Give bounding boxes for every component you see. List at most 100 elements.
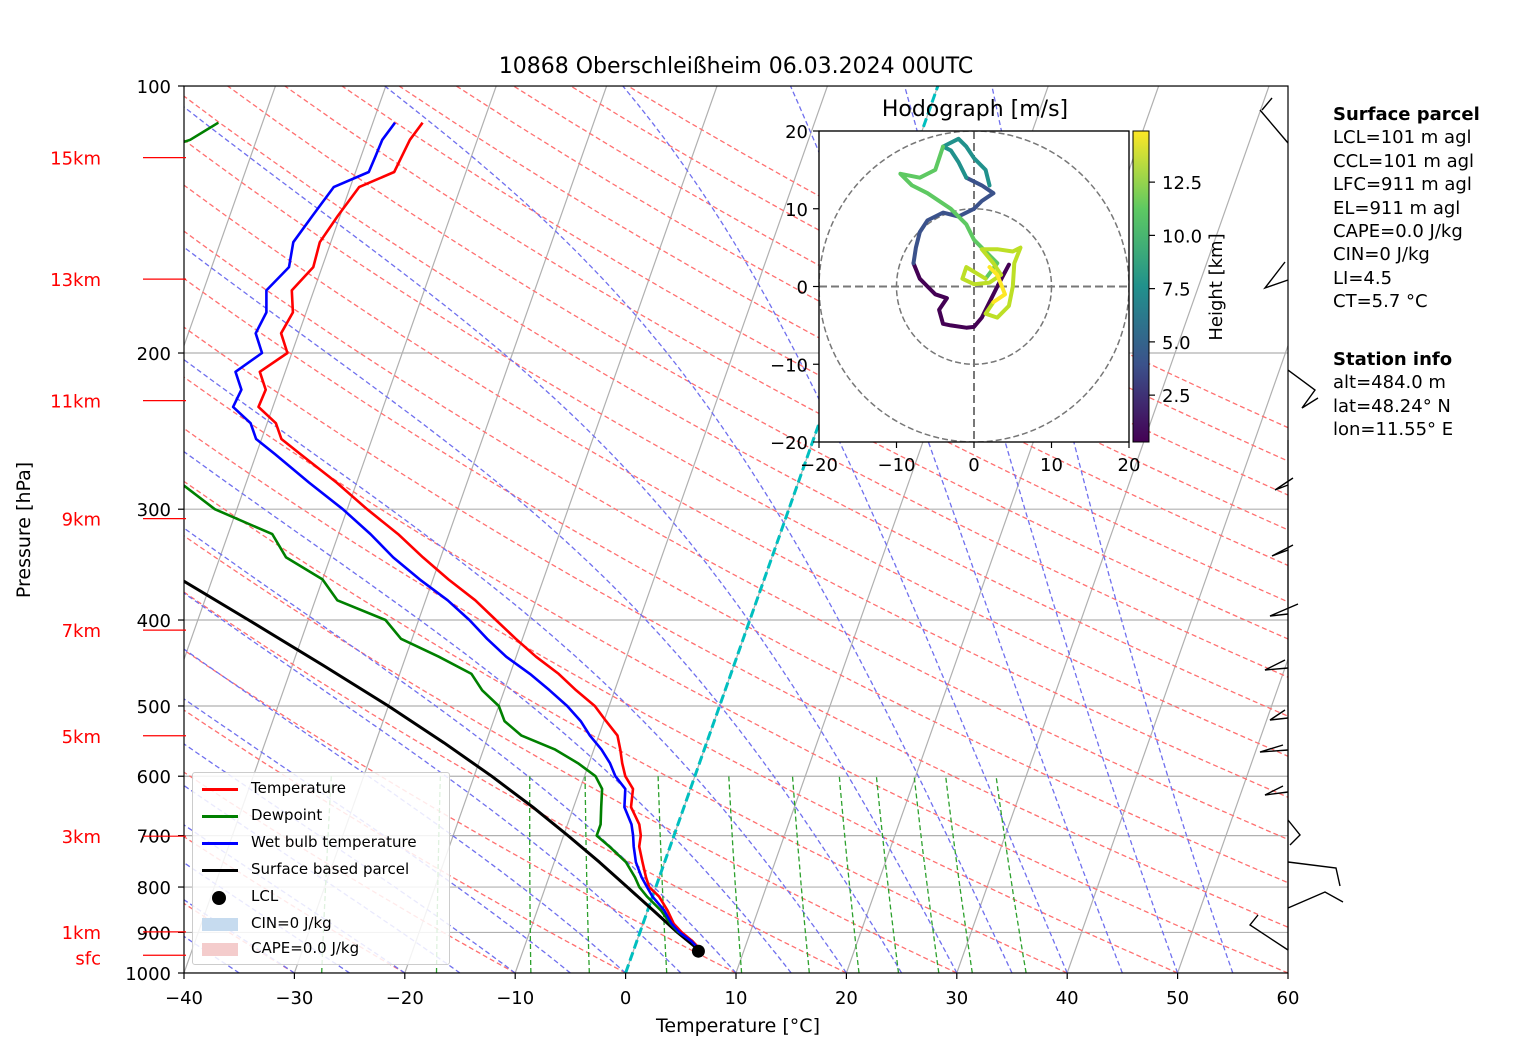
station-info-header: Station info <box>1333 348 1453 371</box>
colorbar-tick-label: 10.0 <box>1162 226 1202 247</box>
legend-label-dewpoint: Dewpoint <box>251 806 322 824</box>
legend-item-wetbulb: Wet bulb temperature <box>193 831 449 857</box>
x-tick-label: 20 <box>835 988 858 1009</box>
colorbar-ticks: 12.5 10.0 7.5 5.0 2.5 <box>1149 173 1202 407</box>
legend: Temperature Dewpoint Wet bulb temperatur… <box>192 772 450 965</box>
legend-marker-lcl <box>212 891 226 905</box>
hodograph-x-tick-label: −20 <box>800 455 838 476</box>
mixing-ratio-line <box>914 776 939 973</box>
legend-label-wetbulb: Wet bulb temperature <box>251 833 417 851</box>
colorbar-label: Height [km] <box>1206 233 1227 340</box>
colorbar-tick-label: 12.5 <box>1162 173 1202 194</box>
height-label: 9km <box>62 510 101 531</box>
y-tick-label: 1000 <box>125 964 171 985</box>
x-tick-label: 40 <box>1056 988 1079 1009</box>
hodograph-title: Hodograph [m/s] <box>882 97 1068 122</box>
legend-item-parcel: Surface based parcel <box>193 858 449 884</box>
wind-barb <box>1265 262 1288 288</box>
colorbar-tick-label: 7.5 <box>1162 280 1191 301</box>
wind-barb <box>1262 98 1272 110</box>
hodograph-y-tick-label: 10 <box>785 200 808 221</box>
station-info-lon: lon=11.55° E <box>1333 418 1453 441</box>
surface-parcel-el: EL=911 m agl <box>1333 197 1480 220</box>
legend-label-temperature: Temperature <box>251 779 346 797</box>
y-tick-label: 500 <box>137 697 171 718</box>
height-label: 5km <box>62 727 101 748</box>
mixing-ratio-line <box>729 776 742 973</box>
legend-label-cape: CAPE=0.0 J/kg <box>251 939 359 957</box>
isotherm-line <box>405 86 717 973</box>
station-info-panel: Station info alt=484.0 m lat=48.24° N lo… <box>1333 348 1453 442</box>
legend-item-temperature: Temperature <box>193 777 449 803</box>
hodograph: Hodograph [m/s] −20−20 −10 −10 0 0 10 10 20 20 1… <box>770 97 1227 476</box>
legend-item-cin: CIN=0 J/kg <box>193 912 449 938</box>
x-tick-label: 60 <box>1277 988 1300 1009</box>
legend-swatch-cin <box>202 918 238 931</box>
station-info-lat: lat=48.24° N <box>1333 395 1453 418</box>
mixing-ratio-line <box>585 776 589 973</box>
colorbar-tick-label: 5.0 <box>1162 333 1191 354</box>
y-tick-label: 800 <box>137 878 171 899</box>
x-axis-label: Temperature [°C] <box>655 1015 820 1037</box>
legend-swatch-cape <box>202 943 238 956</box>
y-tick-label: 200 <box>137 344 171 365</box>
height-label: 11km <box>50 392 101 413</box>
hodograph-x-tick-label: 10 <box>1040 455 1063 476</box>
wind-barb <box>1288 820 1300 845</box>
hodograph-y-tick-label: −20 <box>770 433 808 454</box>
x-tick-label: 30 <box>945 988 968 1009</box>
legend-label-lcl: LCL <box>251 887 278 905</box>
legend-label-parcel: Surface based parcel <box>251 860 409 878</box>
y-axis-label: Pressure [hPa] <box>13 462 35 598</box>
surface-parcel-li: LI=4.5 <box>1333 267 1480 290</box>
x-tick-label: 0 <box>620 988 631 1009</box>
hodograph-y-tick-label: −10 <box>770 355 808 376</box>
y-tick-label: 900 <box>137 923 171 944</box>
hodograph-x-tick-label: 0 <box>968 455 979 476</box>
hodograph-y-tick-label: 20 <box>785 122 808 143</box>
surface-parcel-ct: CT=5.7 °C <box>1333 290 1480 313</box>
legend-swatch-temperature <box>202 788 238 791</box>
surface-parcel-panel: Surface parcel LCL=101 m agl CCL=101 m a… <box>1333 103 1480 314</box>
legend-label-cin: CIN=0 J/kg <box>251 914 332 932</box>
height-label: 3km <box>62 827 101 848</box>
y-tick-label: 100 <box>137 77 171 98</box>
surface-parcel-header: Surface parcel <box>1333 103 1480 126</box>
height-label: 15km <box>50 149 101 170</box>
wind-barb <box>1272 545 1293 556</box>
wind-barb <box>1288 892 1343 908</box>
lcl-marker <box>692 945 705 958</box>
x-tick-label: −20 <box>386 988 424 1009</box>
legend-swatch-wetbulb <box>202 842 238 845</box>
legend-item-lcl: LCL <box>193 885 449 911</box>
wind-barb <box>1260 110 1288 143</box>
hodograph-x-tick-label: −10 <box>878 455 916 476</box>
wind-barb <box>1288 862 1340 886</box>
x-tick-label: −40 <box>165 988 203 1009</box>
legend-item-cape: CAPE=0.0 J/kg <box>193 937 449 963</box>
wind-barb <box>1270 604 1298 616</box>
wind-barb <box>1288 370 1318 408</box>
x-tick-label: −30 <box>275 988 313 1009</box>
wind-barb <box>1265 660 1288 670</box>
height-label: sfc <box>75 948 101 969</box>
x-tick-label: 50 <box>1166 988 1189 1009</box>
hodograph-y-tick-label: 0 <box>797 278 808 299</box>
x-tick-label: −10 <box>496 988 534 1009</box>
x-tick-label: 10 <box>725 988 748 1009</box>
legend-swatch-dewpoint <box>202 815 238 818</box>
y-tick-label: 700 <box>137 827 171 848</box>
surface-parcel-lcl: LCL=101 m agl <box>1333 126 1480 149</box>
wind-barb <box>1275 478 1293 490</box>
station-info-alt: alt=484.0 m <box>1333 371 1453 394</box>
hodograph-x-tick-label: 20 <box>1118 455 1141 476</box>
wind-barbs <box>1250 98 1343 950</box>
legend-item-dewpoint: Dewpoint <box>193 804 449 830</box>
colorbar-tick-label: 2.5 <box>1162 386 1191 407</box>
height-label: 7km <box>62 621 101 642</box>
height-label: 13km <box>50 270 101 291</box>
hodograph-colorbar <box>1133 131 1149 442</box>
surface-parcel-lfc: LFC=911 m agl <box>1333 173 1480 196</box>
legend-swatch-parcel <box>202 869 238 872</box>
